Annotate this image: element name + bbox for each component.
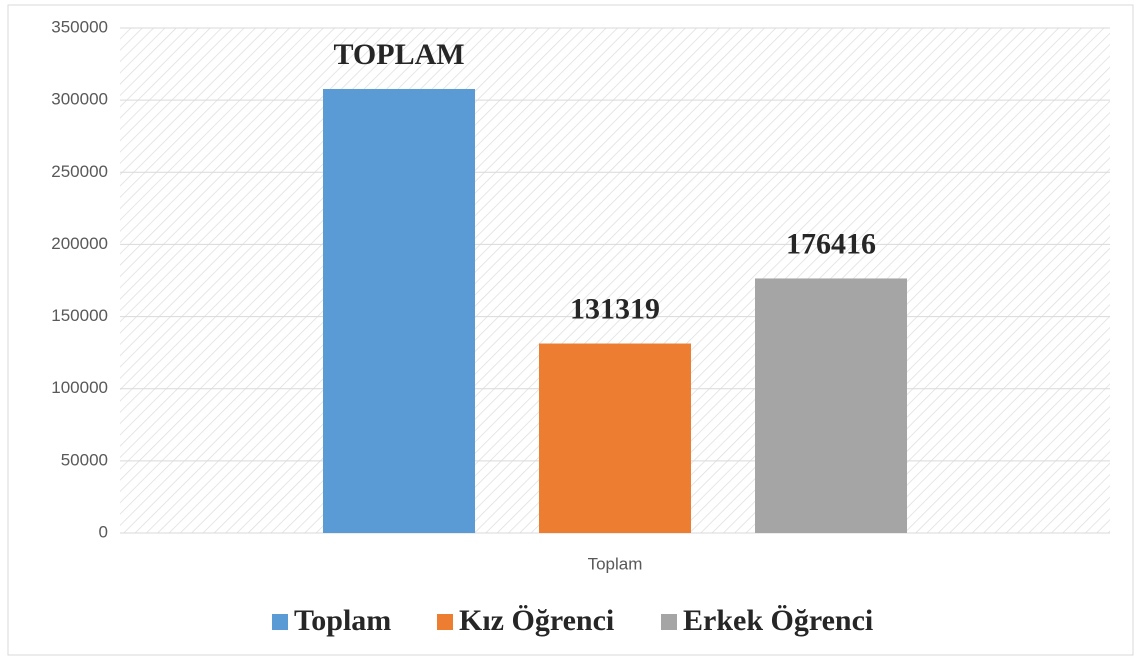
y-tick-label: 50000 <box>61 450 108 469</box>
bar <box>539 343 691 533</box>
bar <box>323 88 475 533</box>
y-tick-label: 350000 <box>51 17 108 36</box>
legend-label: Erkek Öğrenci <box>683 604 873 637</box>
legend-swatch <box>272 614 288 630</box>
data-label: 176416 <box>786 227 876 260</box>
legend-swatch <box>661 614 677 630</box>
data-label: 131319 <box>570 292 660 325</box>
bar <box>755 278 907 533</box>
data-label: TOPLAM <box>333 38 464 71</box>
legend-swatch <box>437 614 453 630</box>
y-tick-label: 150000 <box>51 306 108 325</box>
y-tick-label: 300000 <box>51 90 108 109</box>
legend-label: Kız Öğrenci <box>459 604 614 637</box>
x-tick-label: Toplam <box>588 554 643 573</box>
y-tick-label: 200000 <box>51 234 108 253</box>
legend-label: Toplam <box>294 604 391 637</box>
y-tick-label: 0 <box>99 522 108 541</box>
y-tick-label: 100000 <box>51 378 108 397</box>
y-tick-label: 250000 <box>51 162 108 181</box>
